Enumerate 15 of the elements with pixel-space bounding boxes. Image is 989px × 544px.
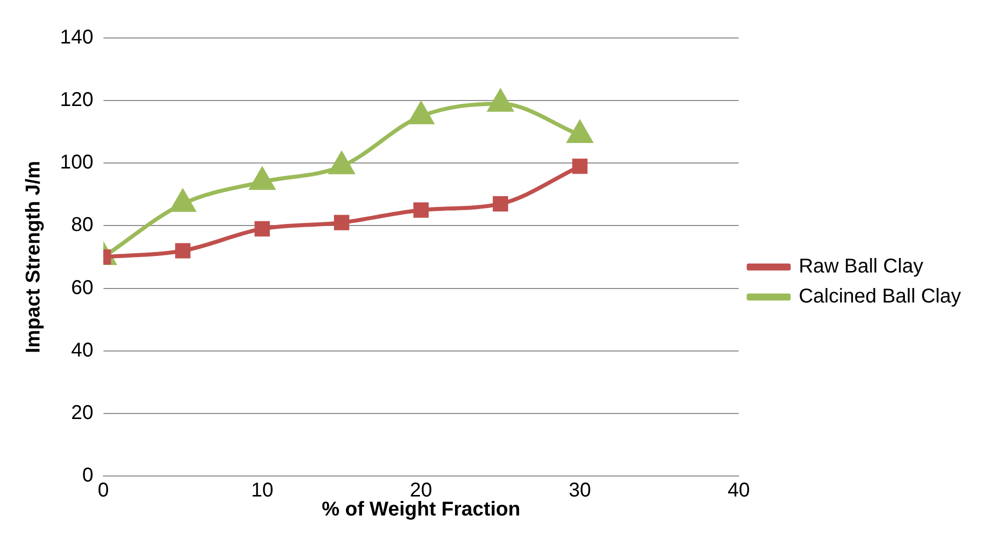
y-axis-title: Impact Strength J/m xyxy=(22,160,45,354)
y-tick-label: 20 xyxy=(71,402,94,424)
x-tick-label: 30 xyxy=(568,480,591,502)
x-tick-label: 40 xyxy=(728,480,750,502)
legend-label: Raw Ball Clay xyxy=(798,256,924,278)
y-tick-label: 60 xyxy=(71,276,94,299)
x-tick-label: 10 xyxy=(251,480,274,502)
legend-label: Calcined Ball Clay xyxy=(798,286,961,308)
y-tick-label: 120 xyxy=(60,89,94,112)
y-tick-label: 100 xyxy=(60,152,94,174)
y-tick-label: 40 xyxy=(71,339,94,362)
y-tick-label: 140 xyxy=(60,26,94,49)
x-tick-label: 0 xyxy=(98,480,109,502)
y-tick-label: 0 xyxy=(82,464,94,487)
y-tick-label: 80 xyxy=(71,214,94,236)
